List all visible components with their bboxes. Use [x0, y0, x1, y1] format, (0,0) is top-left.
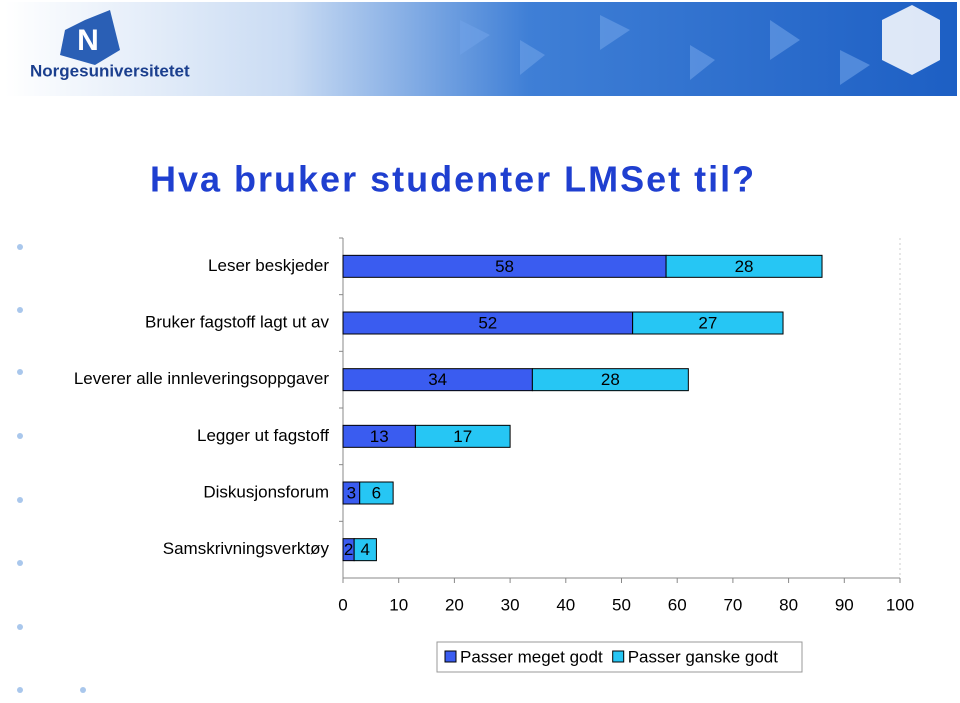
bar-segment [414, 424, 511, 448]
slide-title: Hva bruker studenter LMSet til? [150, 159, 756, 200]
x-tick-label: 40 [556, 595, 575, 614]
legend: Passer meget godt Passer ganske godt [436, 641, 803, 673]
data-label: 52 [478, 313, 497, 332]
data-label: 17 [453, 427, 472, 446]
logo-text: Norgesuniversitetet [30, 61, 190, 80]
bar-segment [359, 481, 394, 505]
svg-text:N: N [77, 24, 99, 57]
legend-label: Passer ganske godt [628, 647, 779, 666]
data-label: 28 [601, 370, 620, 389]
legend-swatch [444, 650, 457, 663]
data-label: 13 [370, 427, 389, 446]
legend-label: Passer meget godt [460, 647, 603, 666]
x-tick-label: 30 [501, 595, 520, 614]
y-tick-label: Diskusjonsforum [203, 482, 329, 501]
data-label: 58 [495, 257, 514, 276]
x-tick-label: 80 [779, 595, 798, 614]
y-tick-label: Bruker fagstoff lagt ut av [145, 312, 329, 331]
data-label: 3 [347, 483, 356, 502]
data-label: 28 [735, 257, 754, 276]
x-tick-label: 20 [445, 595, 464, 614]
x-tick-label: 70 [723, 595, 742, 614]
bullets [17, 244, 86, 693]
x-tick-label: 100 [886, 595, 914, 614]
y-tick-label: Samskrivningsverktøy [163, 539, 330, 558]
data-label: 6 [372, 483, 381, 502]
data-label: 27 [698, 313, 717, 332]
x-tick-label: 90 [835, 595, 854, 614]
data-label: 2 [344, 540, 353, 559]
bar-segment [353, 538, 377, 562]
legend-swatch [612, 650, 625, 663]
bar-segment [531, 368, 689, 392]
x-tick-label: 50 [612, 595, 631, 614]
bar-segment [665, 254, 823, 278]
data-label: 34 [428, 370, 447, 389]
y-tick-label: Leverer alle innleveringsoppgaver [74, 369, 329, 388]
header-logo-mark: N [60, 5, 940, 75]
x-tick-label: 60 [668, 595, 687, 614]
data-label: 4 [361, 540, 370, 559]
header-banner [5, 2, 957, 96]
y-tick-label: Leser beskjeder [208, 256, 329, 275]
bar-segment [632, 311, 784, 335]
header-pattern [460, 15, 870, 85]
x-tick-label: 10 [389, 595, 408, 614]
x-tick-label: 0 [338, 595, 347, 614]
chart: 0 10 20 30 40 50 60 70 80 90 100 Leser beskjeder 58 2… [74, 237, 914, 673]
y-tick-label: Legger ut fagstoff [197, 426, 329, 445]
